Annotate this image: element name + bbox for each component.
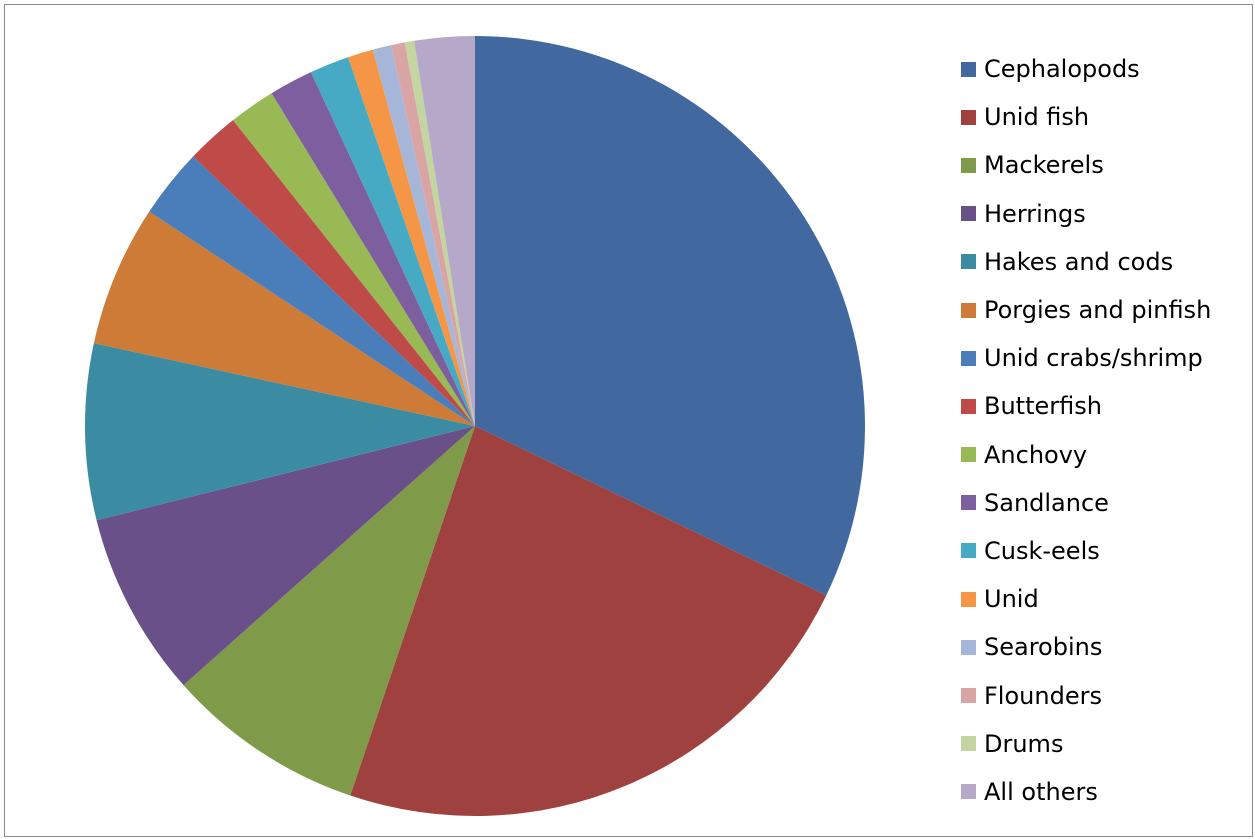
legend-item: Cusk-eels xyxy=(961,527,1251,575)
pie-slice-hakes-and-cods xyxy=(84,343,475,521)
legend: Cephalopods Unid fish Mackerels Herrings Hak… xyxy=(961,45,1251,816)
legend-label: Butterfish xyxy=(984,392,1102,421)
pie-slice-porgies-and-pinfish xyxy=(93,211,476,426)
legend-item: Unid xyxy=(961,575,1251,623)
legend-item: Anchovy xyxy=(961,431,1251,479)
legend-label: Herrings xyxy=(984,199,1086,228)
legend-swatch xyxy=(961,398,976,414)
legend-item: Butterfish xyxy=(961,382,1251,430)
legend-swatch xyxy=(961,736,976,752)
legend-item: All others xyxy=(961,768,1251,816)
pie-slice-mackerels xyxy=(183,426,475,796)
legend-item: Hakes and cods xyxy=(961,238,1251,286)
pie-chart xyxy=(84,36,865,817)
legend-swatch xyxy=(961,543,976,559)
legend-swatch xyxy=(961,639,976,655)
legend-label: Cephalopods xyxy=(984,55,1140,84)
legend-item: Searobins xyxy=(961,623,1251,671)
pie-slice-all-others xyxy=(414,36,475,426)
legend-label: Unid crabs/shrimp xyxy=(984,344,1203,373)
pie-slice-herrings xyxy=(96,426,475,686)
legend-label: Unid fish xyxy=(984,103,1090,132)
legend-item: Unid fish xyxy=(961,93,1251,141)
pie-slice-drums xyxy=(404,40,475,426)
chart-area: Cephalopods Unid fish Mackerels Herrings Hak… xyxy=(4,4,1253,837)
legend-label: All others xyxy=(984,777,1098,806)
legend-swatch xyxy=(961,688,976,704)
legend-label: Anchovy xyxy=(984,440,1088,469)
pie-slice-cephalopods xyxy=(475,36,865,596)
legend-item: Porgies and pinfish xyxy=(961,286,1251,334)
legend-item: Flounders xyxy=(961,671,1251,719)
legend-swatch xyxy=(961,157,976,173)
legend-swatch xyxy=(961,206,976,222)
legend-item: Drums xyxy=(961,720,1251,768)
legend-label: Unid xyxy=(984,585,1039,614)
legend-item: Mackerels xyxy=(961,141,1251,189)
legend-item: Cephalopods xyxy=(961,45,1251,93)
legend-label: Hakes and cods xyxy=(984,247,1174,276)
legend-swatch xyxy=(961,254,976,270)
legend-item: Sandlance xyxy=(961,479,1251,527)
legend-swatch xyxy=(961,447,976,463)
legend-item: Herrings xyxy=(961,190,1251,238)
pie-slice-unid-fish xyxy=(350,426,827,817)
legend-swatch xyxy=(961,350,976,366)
legend-swatch xyxy=(961,61,976,77)
legend-swatch xyxy=(961,591,976,607)
pie-slice-unid-crabs-shrimp xyxy=(149,156,475,426)
pie-slice-cusk-eels xyxy=(310,57,475,426)
legend-label: Cusk-eels xyxy=(984,536,1100,565)
legend-swatch xyxy=(961,495,976,511)
pie-slice-searobins xyxy=(372,45,475,427)
legend-label: Sandlance xyxy=(984,488,1109,517)
pie-slice-butterfish xyxy=(193,120,475,427)
pie-slice-unid xyxy=(348,49,475,427)
pie-slice-flounders xyxy=(391,42,475,427)
legend-label: Searobins xyxy=(984,633,1103,662)
legend-swatch xyxy=(961,109,976,125)
legend-label: Flounders xyxy=(984,681,1102,710)
legend-label: Drums xyxy=(984,729,1064,758)
legend-label: Mackerels xyxy=(984,151,1104,180)
legend-item: Unid crabs/shrimp xyxy=(961,334,1251,382)
pie-slice-anchovy xyxy=(233,93,475,426)
pie-slice-sandlance xyxy=(271,72,475,427)
legend-swatch xyxy=(961,784,976,800)
legend-swatch xyxy=(961,302,976,318)
legend-label: Porgies and pinfish xyxy=(984,296,1212,325)
